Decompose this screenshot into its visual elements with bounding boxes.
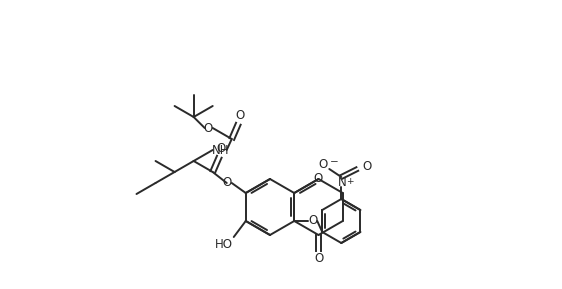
Text: HO: HO (215, 238, 233, 251)
Text: O: O (315, 251, 324, 264)
Text: O: O (309, 214, 318, 227)
Text: N: N (338, 177, 347, 190)
Text: O: O (203, 121, 212, 134)
Text: O: O (217, 142, 226, 155)
Text: O: O (235, 109, 245, 122)
Text: O: O (222, 175, 232, 188)
Text: +: + (346, 177, 354, 186)
Text: O: O (362, 160, 372, 173)
Text: O: O (314, 173, 323, 186)
Text: −: − (330, 157, 339, 167)
Text: O: O (319, 158, 328, 171)
Text: NH: NH (212, 144, 229, 158)
